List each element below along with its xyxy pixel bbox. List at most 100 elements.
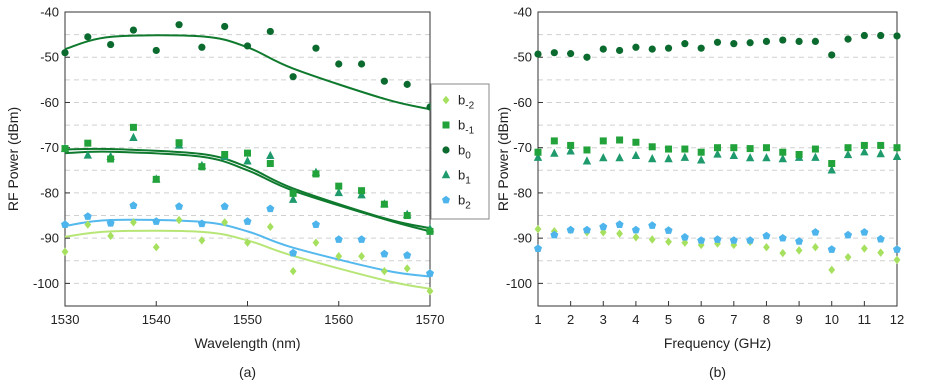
data-point-b1: [696, 155, 706, 164]
data-point-b1: [680, 152, 690, 161]
y-tick-label: -80: [40, 185, 59, 200]
data-point-b2: [550, 230, 559, 239]
data-point-b2: [243, 217, 252, 225]
data-point-b-2: [312, 238, 320, 247]
legend-label: b-2: [458, 93, 475, 112]
y-tick-label: -60: [513, 95, 532, 110]
data-point-b-2: [812, 243, 819, 252]
data-point-b-2: [714, 239, 721, 248]
y-tick-label: -80: [513, 185, 532, 200]
data-point-b0: [84, 33, 92, 41]
data-point-b-2: [828, 265, 836, 275]
data-point-b2: [599, 222, 608, 231]
data-point-b0: [828, 51, 836, 59]
data-point-b1: [288, 194, 298, 203]
legend-label: b1: [458, 168, 471, 187]
legend-label-subscript: -2: [465, 101, 474, 112]
data-point-b1: [83, 150, 93, 159]
legend-label: b0: [458, 143, 471, 162]
data-point-b2: [778, 233, 787, 242]
data-point-b2: [152, 217, 161, 225]
data-point-b-2: [844, 252, 852, 262]
data-point-b-2: [84, 220, 92, 229]
data-point-b1: [533, 152, 543, 161]
data-point-b-1: [893, 144, 901, 152]
data-point-b2: [311, 220, 320, 228]
y-tick-label: -70: [40, 140, 59, 155]
data-point-b1: [827, 165, 836, 174]
fit-curve-b-1: [64, 147, 431, 230]
x-tick-label: 8: [763, 312, 770, 327]
data-point-b0: [550, 49, 558, 57]
data-point-b2: [534, 244, 542, 252]
data-point-b0: [107, 40, 115, 49]
data-point-b-1: [534, 148, 542, 156]
data-point-b2: [197, 219, 206, 228]
data-point-b1: [615, 153, 624, 162]
data-point-b-2: [763, 243, 770, 252]
data-point-b1: [860, 147, 869, 156]
data-point-b-1: [877, 141, 885, 149]
x-tick-label: 9: [795, 312, 802, 327]
legend-label-subscript: 2: [465, 201, 471, 212]
data-point-b0: [175, 21, 183, 29]
y-tick-label: -100: [506, 276, 532, 291]
data-point-b-2: [289, 266, 297, 276]
data-point-b0: [567, 50, 575, 58]
data-point-b2: [380, 249, 389, 258]
data-point-b-2: [221, 218, 229, 227]
data-point-b2: [844, 230, 853, 239]
data-point-b2: [334, 235, 343, 243]
legend-label-base: b: [458, 168, 465, 183]
data-point-b2: [795, 237, 804, 245]
y-tick-label: -90: [40, 231, 59, 246]
data-point-b0: [357, 60, 366, 68]
legend-label-base: b: [458, 193, 465, 208]
x-tick-label: 1550: [233, 312, 262, 327]
data-point-b1: [892, 151, 902, 160]
data-point-b0: [844, 35, 852, 43]
data-point-b-2: [107, 231, 115, 241]
y-axis-title: RF Power (dBm): [5, 107, 21, 211]
panel-label: (a): [239, 364, 256, 380]
data-point-b-1: [358, 187, 366, 195]
data-point-b-1: [175, 139, 183, 147]
data-point-b-1: [198, 163, 206, 171]
data-point-b1: [582, 156, 592, 165]
data-point-b0: [403, 80, 411, 88]
x-tick-label: 1560: [324, 312, 353, 327]
data-point-b2: [615, 220, 624, 228]
data-point-b-1: [762, 144, 770, 152]
x-tick-label: 1540: [142, 312, 171, 327]
data-point-b-2: [893, 255, 901, 265]
data-point-b-2: [534, 224, 542, 234]
data-point-b-2: [358, 252, 365, 261]
data-point-b1: [129, 132, 138, 141]
data-point-b-2: [152, 243, 160, 252]
legend-label-subscript: -1: [465, 126, 474, 137]
data-point-b2: [680, 233, 689, 241]
data-point-b-1: [844, 144, 852, 152]
data-point-b2: [266, 204, 275, 213]
x-tick-label: 6: [698, 312, 705, 327]
data-point-b-1: [403, 212, 411, 220]
data-point-b-1: [795, 150, 803, 158]
data-point-b1: [762, 153, 771, 162]
legend-label-subscript: 1: [465, 176, 471, 187]
data-point-b2: [175, 202, 184, 210]
data-point-b-1: [61, 145, 69, 153]
y-tick-label: -40: [513, 5, 532, 20]
data-point-b-2: [779, 248, 787, 258]
data-point-b0: [795, 37, 803, 46]
data-point-b1: [648, 154, 657, 163]
data-point-b0: [893, 32, 901, 40]
data-point-b-1: [266, 160, 274, 168]
x-tick-label: 1530: [51, 312, 80, 327]
data-point-b-1: [380, 200, 388, 208]
data-point-b0: [198, 43, 206, 51]
y-tick-label: -90: [513, 231, 532, 246]
data-point-b0: [811, 37, 820, 46]
data-point-b-1: [244, 149, 251, 157]
data-point-b-1: [648, 143, 656, 151]
data-point-b0: [583, 53, 591, 61]
